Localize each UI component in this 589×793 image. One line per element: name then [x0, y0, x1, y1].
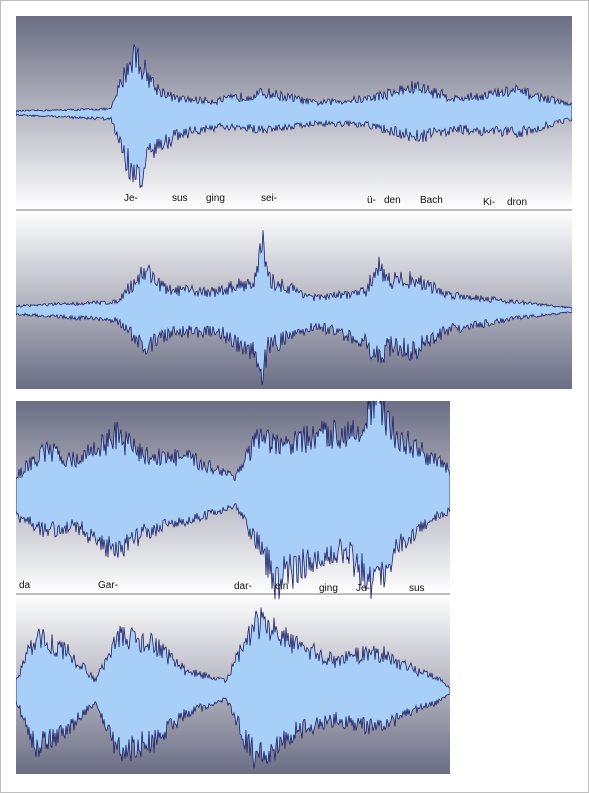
- waveform-track-1: [16, 44, 572, 188]
- lyric-syllable: Bach: [420, 195, 443, 206]
- lyric-syllable: sus: [409, 583, 425, 594]
- waveform-block-top: Je- sus ging sei- ü- den Bach Ki- dron: [16, 16, 572, 389]
- waveform-block-bottom: da Gar- dar- ein ging Je- sus: [16, 401, 450, 774]
- lyric-syllable: Ki-: [483, 197, 496, 208]
- lyric-syllable: ging: [206, 193, 225, 204]
- lyric-syllable: ging: [319, 583, 338, 594]
- waveform-track-2: [16, 230, 572, 385]
- lyric-syllable: sei-: [261, 193, 278, 204]
- lyric-syllable: ü-: [367, 195, 376, 206]
- waveform-bottom-svg: [16, 401, 450, 774]
- lyric-syllable: Gar-: [98, 580, 118, 591]
- lyric-syllable: Je-: [356, 583, 370, 594]
- waveform-top-svg: [16, 16, 572, 389]
- lyric-syllable: den: [384, 195, 401, 206]
- lyric-syllable: da: [19, 580, 31, 591]
- lyric-syllable: dar-: [234, 581, 252, 592]
- lyric-syllable: sus: [172, 193, 188, 204]
- waveform-track-3: [16, 401, 450, 600]
- lyric-syllable: ein: [275, 581, 289, 592]
- waveform-track-4: [16, 607, 450, 769]
- lyric-syllable: dron: [507, 197, 528, 208]
- lyric-syllable: Je-: [124, 193, 138, 204]
